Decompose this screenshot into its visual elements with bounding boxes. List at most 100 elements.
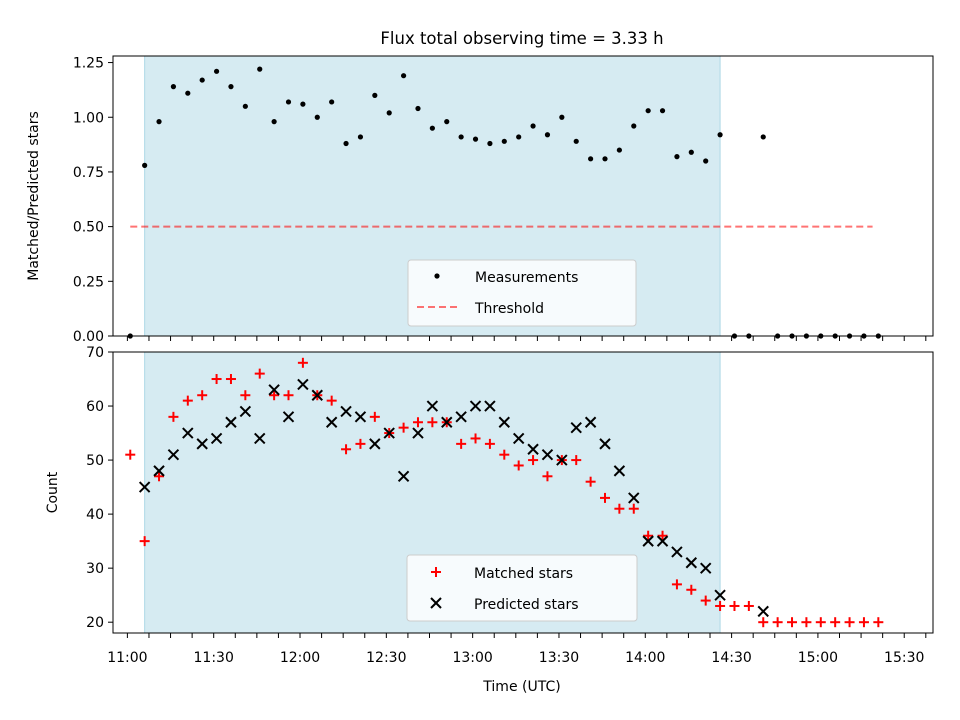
predicted-star-point xyxy=(354,411,367,423)
predicted-star-point xyxy=(714,589,726,601)
matched-star-point xyxy=(571,455,582,466)
measurement-point xyxy=(185,90,191,96)
x-tick-label-1: 11:30 xyxy=(194,650,234,666)
top-ytick-label-3: 0.75 xyxy=(73,165,104,181)
matched-star-point xyxy=(700,595,711,606)
x-tick-label-7: 14:30 xyxy=(711,650,751,666)
predicted-star-point xyxy=(397,470,410,482)
legend-matched-label: Matched stars xyxy=(474,566,573,582)
x-tick-label-9: 15:30 xyxy=(884,650,924,666)
matched-star-point xyxy=(858,617,869,628)
x-axis-label: Time (UTC) xyxy=(482,679,560,695)
measurement-point xyxy=(487,140,493,147)
measurement-point xyxy=(271,119,277,125)
measurement-point xyxy=(544,132,551,138)
matched-star-point xyxy=(240,390,251,401)
predicted-star-point xyxy=(642,535,654,547)
matched-star-point xyxy=(628,503,639,514)
measurement-point xyxy=(242,103,248,109)
matched-star-point xyxy=(197,390,208,401)
top-ytick-label-5: 1.25 xyxy=(73,56,104,72)
matched-star-point xyxy=(600,492,610,503)
measurement-point xyxy=(645,108,651,114)
matched-star-point xyxy=(484,438,495,449)
measurement-point xyxy=(372,92,378,98)
predicted-star-point xyxy=(556,454,568,466)
predicted-star-point xyxy=(455,411,467,423)
matched-star-point xyxy=(772,617,783,628)
matched-star-point xyxy=(470,433,481,444)
predicted-star-point xyxy=(426,400,439,412)
matched-star-point xyxy=(715,600,726,611)
predicted-star-point xyxy=(484,400,496,412)
top-axes-frame xyxy=(112,55,934,337)
predicted-star-point xyxy=(469,400,482,412)
matched-star-point xyxy=(787,617,798,628)
measurement-point xyxy=(199,77,205,83)
predicted-star-point xyxy=(412,427,424,439)
matched-star-point xyxy=(341,444,352,455)
matched-star-point xyxy=(211,374,222,385)
matched-star-point xyxy=(369,411,380,422)
predicted-star-point xyxy=(671,546,683,558)
predicted-star-point xyxy=(369,438,381,450)
bottom-ytick-label-4: 60 xyxy=(86,399,104,415)
measurement-point xyxy=(717,132,723,138)
measurement-point xyxy=(472,136,479,142)
measurement-point xyxy=(142,162,148,168)
bottom-ytick-label-5: 70 xyxy=(86,345,104,361)
measurement-point xyxy=(257,66,263,72)
top-legend: Measurements Threshold xyxy=(407,259,637,327)
matched-star-point xyxy=(355,438,366,449)
predicted-star-point xyxy=(340,405,352,418)
bottom-y-axis-label: Count xyxy=(45,471,61,513)
measurement-point xyxy=(444,119,450,125)
measurement-point xyxy=(429,125,435,131)
matched-star-point xyxy=(585,476,596,487)
measurement-point xyxy=(228,84,234,90)
predicted-star-point xyxy=(167,448,180,461)
bottom-ytick-label-3: 50 xyxy=(86,453,104,469)
measurement-point xyxy=(300,101,306,107)
predicted-star-point xyxy=(254,432,266,445)
legend-matched-marker xyxy=(431,567,441,577)
matched-star-point xyxy=(686,584,697,595)
measurement-point xyxy=(285,99,292,105)
predicted-star-point xyxy=(297,378,309,391)
bottom-axes-frame xyxy=(112,351,934,634)
matched-star-point xyxy=(269,390,280,401)
predicted-star-point xyxy=(656,535,669,547)
measurement-point xyxy=(602,156,608,162)
matched-star-point xyxy=(643,530,654,541)
bottom-panel: 20 30 40 50 60 70 11:00 11:30 12:00 12:30 13:00 13… xyxy=(45,345,934,695)
matched-star-point xyxy=(254,368,265,379)
measurement-point xyxy=(156,119,162,125)
predicted-stars-points xyxy=(138,378,769,618)
matched-star-point xyxy=(154,471,165,482)
matched-star-point xyxy=(225,374,236,385)
top-ytick-label-4: 1.00 xyxy=(73,110,104,126)
predicted-star-point xyxy=(239,405,252,418)
predicted-star-point xyxy=(383,427,395,439)
measurement-point xyxy=(213,68,220,74)
matched-star-point xyxy=(412,417,423,428)
predicted-star-point xyxy=(570,421,582,434)
predicted-star-point xyxy=(613,465,626,477)
measurement-point xyxy=(314,114,320,120)
bottom-y-axis: 20 30 40 50 60 70 xyxy=(86,345,113,631)
predicted-star-point xyxy=(527,443,539,455)
x-tick-label-5: 13:30 xyxy=(539,650,579,666)
top-ytick-label-2: 0.50 xyxy=(73,220,104,236)
predicted-star-point xyxy=(196,438,208,450)
top-y-axis-label: Matched/Predicted stars xyxy=(26,111,42,281)
predicted-star-point xyxy=(685,557,698,569)
measurement-point xyxy=(343,140,349,147)
measurement-point xyxy=(688,149,694,155)
predicted-star-point xyxy=(210,432,223,445)
x-tick-label-4: 13:00 xyxy=(452,650,492,666)
top-ytick-label-1: 0.25 xyxy=(73,274,104,290)
measurement-point xyxy=(760,134,766,140)
predicted-star-point xyxy=(325,416,338,428)
bottom-legend: Matched stars Predicted stars xyxy=(406,554,638,622)
